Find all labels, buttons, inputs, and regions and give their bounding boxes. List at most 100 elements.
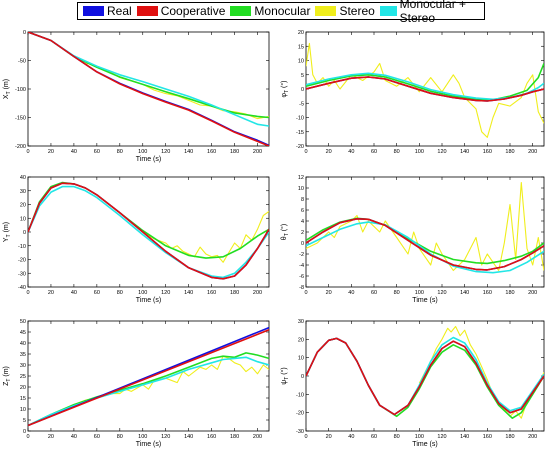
legend-swatch-cooperative — [136, 6, 158, 16]
y-tick-label: 5 — [23, 418, 26, 424]
y-tick-label: 40 — [20, 341, 26, 347]
y-tick-label: 25 — [20, 374, 26, 380]
y-tick-label: -10 — [18, 244, 26, 250]
x-axis-label: Time (s) — [136, 297, 161, 304]
series-line-cooperative — [28, 32, 269, 146]
legend-swatch-monocular-stereo — [379, 6, 397, 16]
y-tick-label: 20 — [298, 30, 304, 36]
x-tick-label: 20 — [48, 149, 54, 155]
y-tick-label: 30 — [20, 189, 26, 195]
x-tick-label: 180 — [505, 149, 514, 155]
x-tick-label: 100 — [138, 434, 147, 440]
x-tick-label: 120 — [161, 149, 170, 155]
y-tick-label: 0 — [23, 230, 26, 236]
legend-item-monocular: Monocular — [230, 4, 310, 18]
y-tick-label: -30 — [18, 271, 26, 277]
x-tick-label: 0 — [304, 290, 307, 296]
legend-item-stereo: Stereo — [315, 4, 375, 18]
chart-5: 0 20 40 60 80 100 120 140 160 180 2005045403530252… — [3, 319, 270, 448]
x-tick-label: 60 — [94, 434, 100, 440]
x-tick-label: 120 — [437, 290, 446, 296]
x-tick-label: 160 — [207, 434, 216, 440]
series-line-stereo — [418, 325, 544, 419]
y-tick-label: 2 — [301, 230, 304, 236]
x-tick-label: 20 — [48, 290, 54, 296]
legend-label-monocular: Monocular — [254, 4, 311, 18]
x-tick-label: 40 — [71, 434, 77, 440]
x-tick-label: 180 — [230, 290, 239, 296]
y-tick-label: -5 — [299, 101, 304, 107]
legend-item-cooperative: Cooperative — [136, 4, 226, 18]
x-tick-label: 80 — [117, 149, 123, 155]
x-tick-label: 0 — [304, 434, 307, 440]
y-tick-label: -4 — [299, 263, 304, 269]
series-line-cooperative — [306, 218, 544, 271]
x-tick-label: 120 — [437, 434, 446, 440]
legend-label-monocular-stereo: Monocular + Stereo — [399, 0, 467, 25]
x-axis-label: Time (s) — [136, 441, 161, 448]
x-tick-label: 40 — [71, 149, 77, 155]
x-tick-label: 160 — [207, 290, 216, 296]
series-line-stereo — [142, 210, 269, 263]
x-tick-label: 120 — [161, 290, 170, 296]
x-tick-label: 180 — [505, 290, 514, 296]
x-tick-label: 60 — [94, 290, 100, 296]
x-tick-label: 20 — [326, 434, 332, 440]
y-tick-label: 40 — [20, 175, 26, 181]
x-tick-label: 120 — [437, 149, 446, 155]
y-axis-label: ψT (°) — [280, 367, 290, 384]
x-axis-label: Time (s) — [412, 441, 437, 448]
x-tick-label: 160 — [483, 434, 492, 440]
x-tick-label: 200 — [253, 149, 262, 155]
y-tick-label: 12 — [298, 175, 304, 181]
x-tick-label: 200 — [528, 434, 537, 440]
legend-label-real: Real — [107, 4, 132, 18]
y-tick-label: 20 — [20, 385, 26, 391]
y-tick-label: 35 — [20, 352, 26, 358]
y-tick-label: 20 — [298, 337, 304, 343]
y-axis-label: XT (m) — [3, 79, 12, 99]
y-tick-label: 10 — [20, 407, 26, 413]
y-tick-label: 8 — [301, 197, 304, 203]
x-tick-label: 20 — [326, 149, 332, 155]
series-line-cooperative — [306, 337, 544, 416]
x-tick-label: 200 — [253, 290, 262, 296]
y-tick-label: 0 — [23, 30, 26, 36]
series-line-cooperative — [306, 76, 544, 102]
x-tick-label: 60 — [371, 290, 377, 296]
chart-2: 0 20 40 60 80 100 120 140 160 180 200 20 15 10 5 0 -5 -10… — [280, 30, 545, 155]
series-line-stereo — [73, 355, 269, 406]
x-tick-label: 100 — [415, 290, 424, 296]
x-tick-label: 200 — [253, 434, 262, 440]
y-tick-label: 5 — [301, 73, 304, 79]
x-tick-label: 0 — [26, 434, 29, 440]
x-tick-label: 120 — [161, 434, 170, 440]
legend-swatch-monocular — [230, 6, 252, 16]
x-tick-label: 20 — [326, 290, 332, 296]
x-tick-label: 40 — [348, 149, 354, 155]
x-tick-label: 80 — [394, 149, 400, 155]
x-tick-label: 180 — [505, 434, 514, 440]
y-tick-label: -50 — [18, 59, 26, 65]
y-tick-label: -6 — [299, 274, 304, 280]
x-tick-label: 60 — [371, 149, 377, 155]
x-tick-label: 160 — [483, 290, 492, 296]
x-tick-label: 160 — [483, 149, 492, 155]
y-tick-label: 30 — [298, 319, 304, 325]
y-tick-label: 0 — [301, 87, 304, 93]
series-line-cooperative — [28, 182, 269, 280]
y-tick-label: 4 — [301, 219, 304, 225]
y-tick-label: 20 — [20, 203, 26, 209]
x-tick-label: 140 — [184, 434, 193, 440]
x-tick-label: 200 — [528, 149, 537, 155]
x-tick-label: 100 — [138, 149, 147, 155]
plot-frame — [27, 176, 270, 288]
y-axis-label: ZT (m) — [3, 366, 12, 386]
x-axis-label: Time (s) — [136, 156, 161, 163]
y-tick-label: 10 — [20, 216, 26, 222]
x-tick-label: 140 — [460, 149, 469, 155]
series-line-monocular-stereo — [306, 221, 544, 274]
x-tick-label: 0 — [26, 149, 29, 155]
y-tick-label: 0 — [23, 429, 26, 435]
legend-label-cooperative: Cooperative — [160, 4, 226, 18]
